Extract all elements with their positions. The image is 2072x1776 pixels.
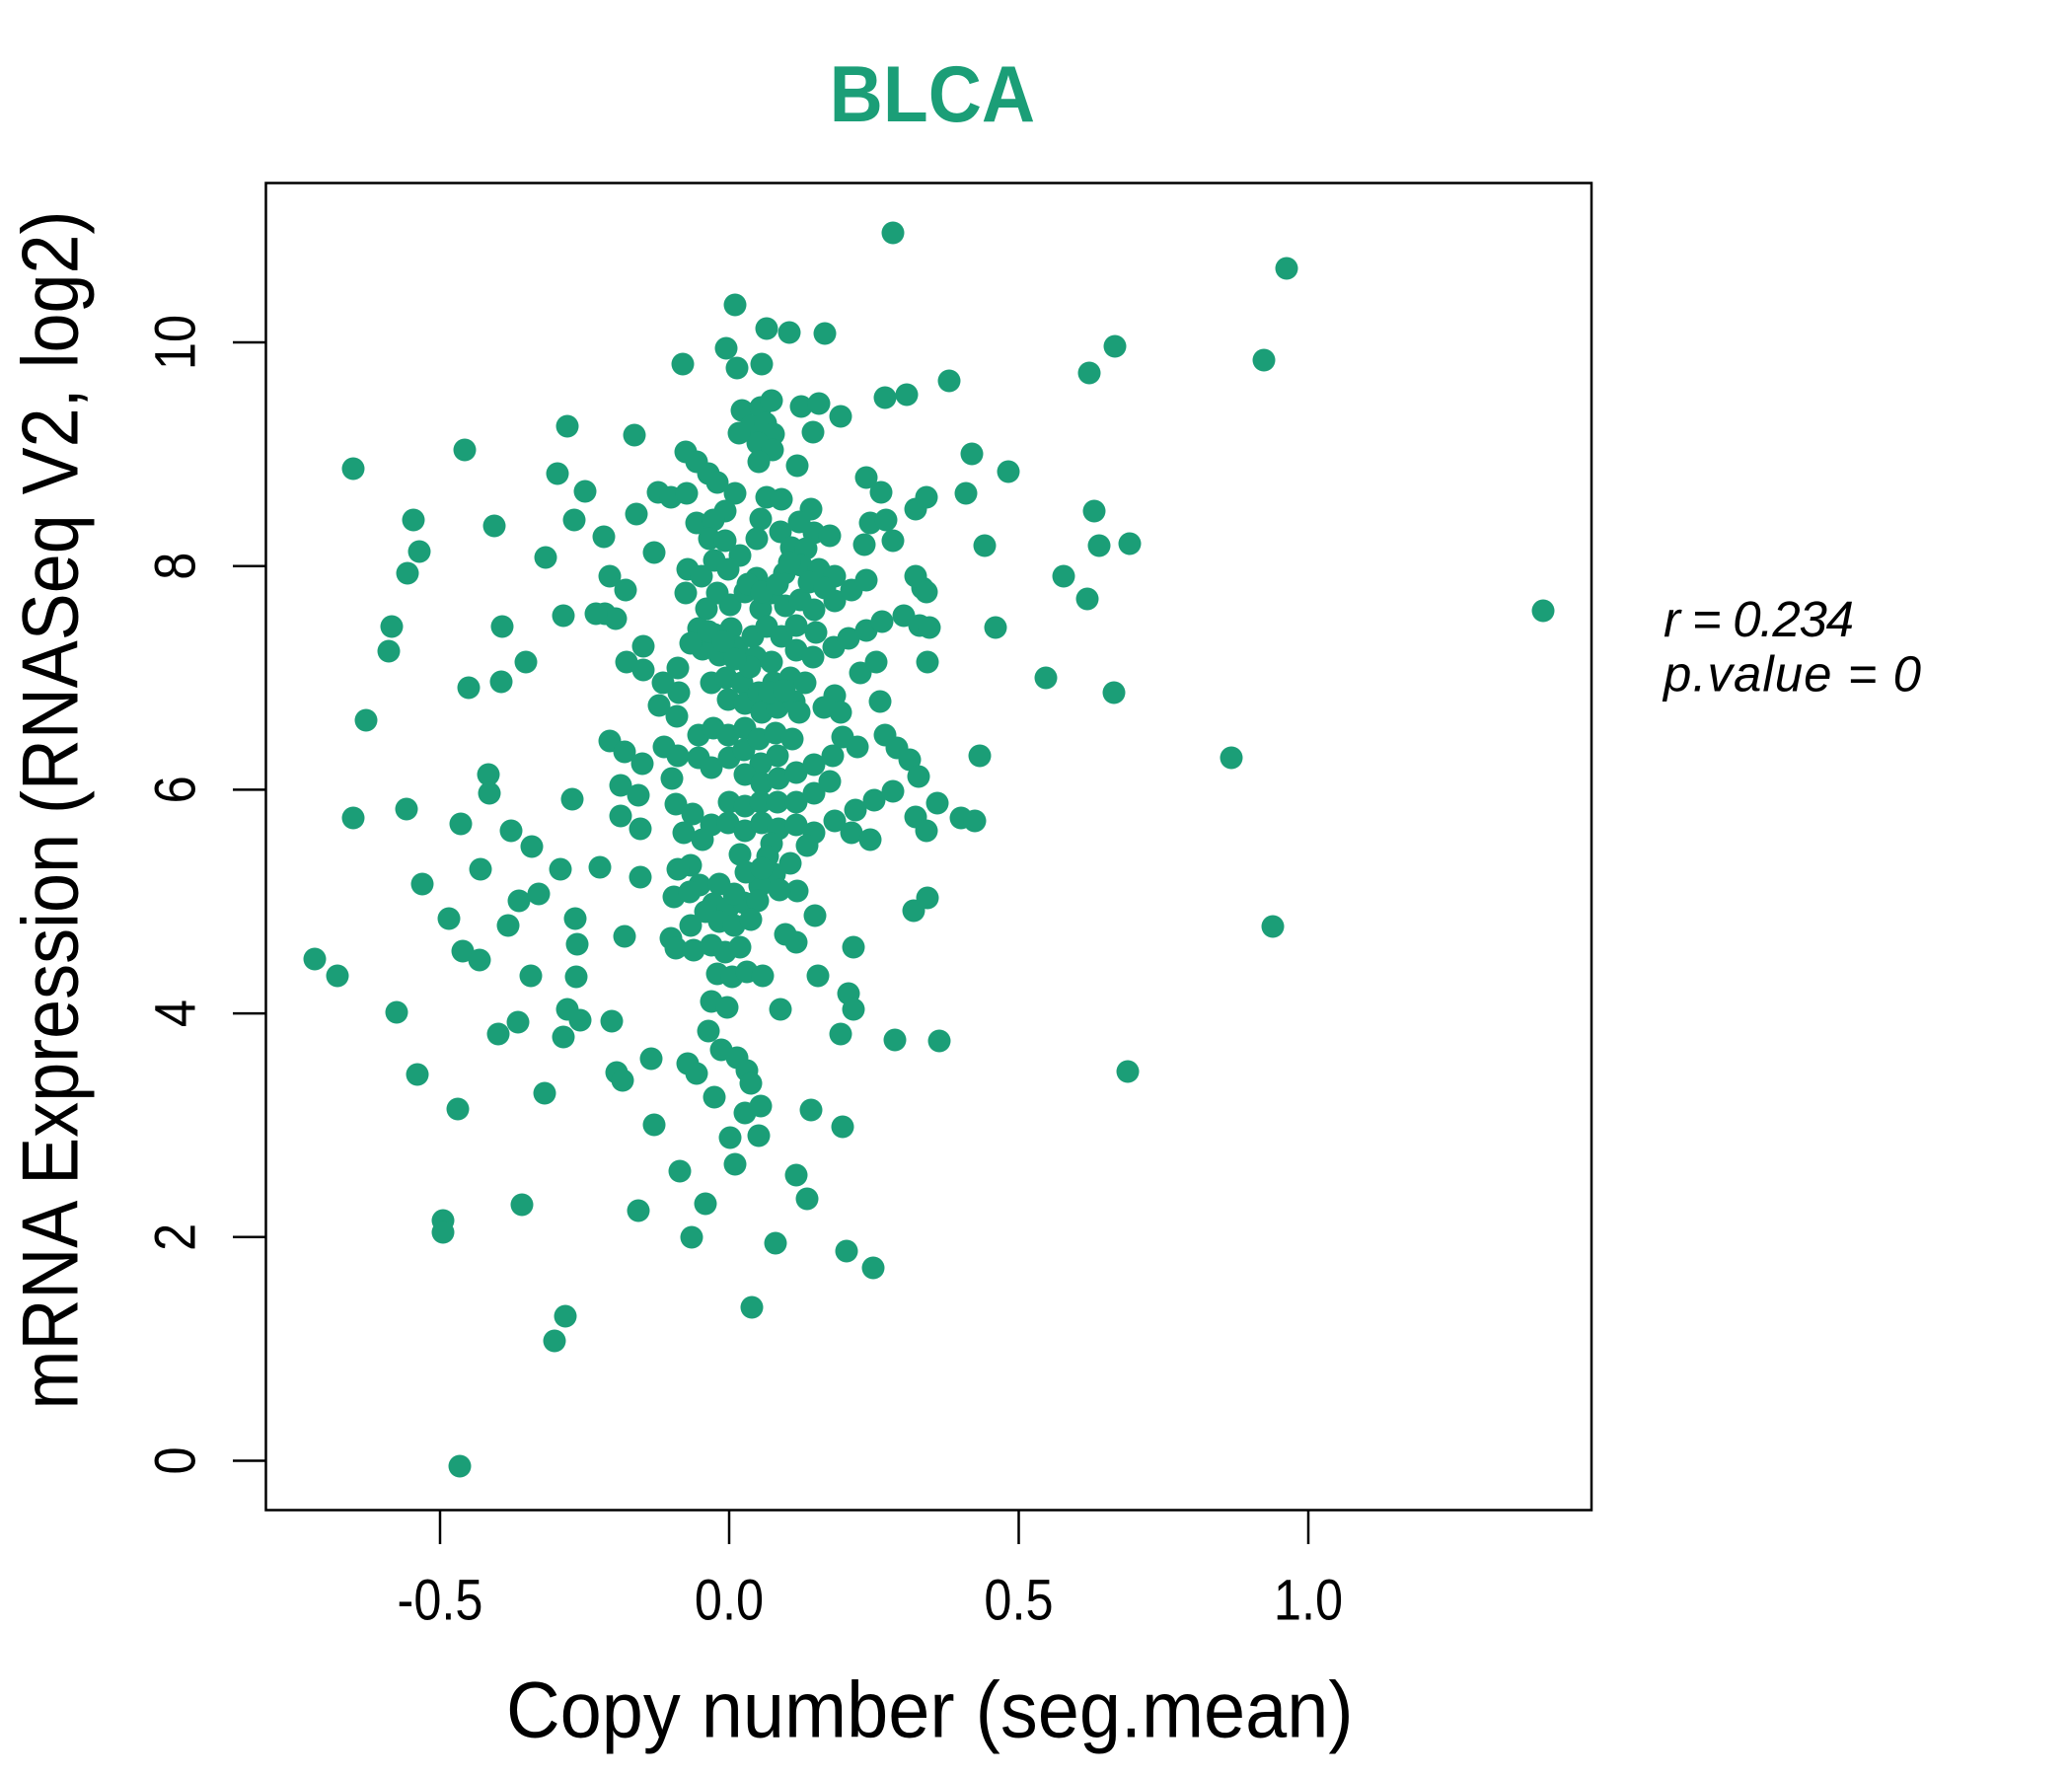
svg-text:6: 6 <box>143 776 207 803</box>
svg-text:p.value = 0: p.value = 0 <box>1662 645 1921 702</box>
svg-text:-0.5: -0.5 <box>398 1568 483 1632</box>
svg-text:0: 0 <box>143 1446 207 1474</box>
svg-text:Copy number (seg.mean): Copy number (seg.mean) <box>506 1665 1354 1754</box>
svg-text:10: 10 <box>143 315 207 370</box>
svg-text:4: 4 <box>143 999 207 1027</box>
svg-text:0.0: 0.0 <box>695 1568 764 1632</box>
svg-text:8: 8 <box>143 553 207 580</box>
svg-text:0.5: 0.5 <box>984 1568 1053 1632</box>
svg-text:r = 0.234: r = 0.234 <box>1664 591 1854 647</box>
svg-text:1.0: 1.0 <box>1274 1568 1343 1632</box>
svg-text:mRNA Expression (RNASeq V2, lo: mRNA Expression (RNASeq V2, log2) <box>7 211 96 1410</box>
svg-text:BLCA: BLCA <box>830 48 1035 138</box>
svg-text:2: 2 <box>143 1223 207 1251</box>
